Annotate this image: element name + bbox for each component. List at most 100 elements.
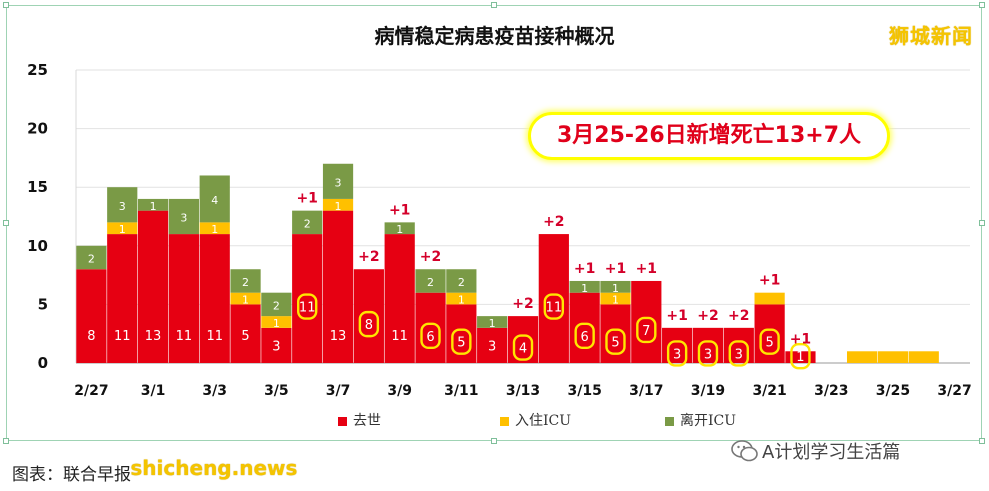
bar-icu-in — [846, 351, 878, 363]
bar-deaths — [322, 210, 354, 363]
bar-icu-out — [168, 198, 200, 235]
bar-value-label: 11 — [546, 301, 563, 316]
bar-annotation: +2 — [512, 296, 533, 312]
bar-icu-out — [384, 222, 415, 235]
bar-annotation: +1 — [389, 202, 410, 218]
bar-deaths — [199, 234, 230, 363]
bar-value-label: 3 — [272, 339, 280, 354]
resize-handle-bottom-right[interactable] — [979, 438, 985, 444]
circled-marker — [543, 293, 565, 320]
resize-handle-bottom[interactable] — [491, 438, 497, 444]
bar-deaths — [353, 269, 384, 363]
y-tick-label: 5 — [38, 295, 48, 313]
bar-icu-out — [76, 245, 107, 270]
bar-value-label: 3 — [119, 200, 126, 213]
death-callout: 3月25-26日新增死亡13+7人 — [528, 112, 890, 160]
bar-annotation: +1 — [666, 308, 687, 324]
bar-annotation: +2 — [728, 308, 749, 324]
bar-deaths — [230, 304, 261, 363]
x-tick-label: 3/13 — [506, 383, 540, 399]
resize-handle-top[interactable] — [491, 2, 497, 8]
x-tick-label: 3/3 — [202, 383, 227, 399]
resize-handle-right[interactable] — [979, 220, 985, 226]
bar-icu-in — [107, 222, 138, 235]
y-tick-label: 10 — [27, 237, 48, 255]
circled-marker — [297, 293, 318, 320]
bar-deaths — [415, 292, 446, 363]
bar-value-label: 7 — [642, 324, 650, 339]
bar-deaths — [477, 327, 508, 363]
legend-label-icu-in: 入住ICU — [515, 413, 572, 429]
x-tick-label: 3/5 — [264, 383, 289, 399]
bar-value-label: 3 — [488, 339, 496, 354]
chart-frame — [6, 5, 982, 441]
bar-icu-out — [415, 269, 446, 293]
bar-value-label: 13 — [330, 329, 347, 344]
circled-marker — [358, 310, 380, 338]
bar-annotation: +1 — [759, 273, 780, 289]
legend-swatch-icu-out — [665, 416, 674, 426]
x-tick-label: 2/27 — [74, 383, 108, 399]
bar-annotation: +1 — [296, 191, 317, 207]
legend-item-icu-in: 入住ICU — [500, 410, 571, 430]
x-tick-label: 3/19 — [691, 383, 725, 399]
bar-icu-out — [230, 269, 261, 293]
bar-value-label: 3 — [704, 347, 712, 362]
bar-annotation: +2 — [358, 249, 379, 265]
bar-icu-in — [322, 198, 354, 211]
legend-item-deaths: 去世 — [338, 410, 381, 430]
circled-marker — [636, 316, 657, 344]
resize-handle-left[interactable] — [3, 220, 9, 226]
x-tick-label: 3/15 — [567, 383, 601, 399]
bar-value-label: 6 — [426, 330, 434, 345]
bar-icu-out — [477, 316, 508, 328]
bar-value-label: 11 — [391, 329, 408, 344]
bar-icu-in — [877, 351, 909, 363]
bar-value-label: 11 — [176, 329, 193, 344]
circled-marker — [697, 340, 719, 367]
bar-icu-out — [322, 163, 354, 199]
y-tick-label: 25 — [27, 61, 48, 79]
bar-annotation: +1 — [790, 331, 811, 347]
bar-icu-in — [261, 316, 292, 328]
circled-marker — [728, 340, 749, 367]
resize-handle-top-right[interactable] — [979, 2, 985, 8]
y-tick-label: 20 — [27, 120, 48, 138]
resize-handle-bottom-left[interactable] — [3, 438, 9, 444]
bar-icu-out — [107, 187, 138, 223]
bar-value-label: 11 — [299, 301, 316, 316]
bar-icu-in — [754, 292, 785, 305]
account-name: A计划学习生活篇 — [762, 442, 901, 463]
bar-icu-out — [569, 280, 600, 293]
legend-swatch-icu-in — [500, 416, 509, 426]
source-caption-area: 图表：联合早报 shicheng.news — [12, 456, 303, 485]
bar-icu-out — [199, 175, 230, 223]
resize-handle-top-left[interactable] — [3, 2, 9, 8]
bar-deaths — [107, 234, 138, 363]
x-tick-label: 3/25 — [876, 383, 910, 399]
bar-annotation: +1 — [636, 261, 657, 277]
x-tick-label: 3/17 — [629, 383, 663, 399]
bar-value-label: 4 — [519, 342, 527, 357]
bar-annotation: +2 — [697, 308, 718, 324]
bar-value-label: 8 — [365, 318, 373, 333]
legend-label-deaths: 去世 — [353, 413, 381, 429]
bar-icu-out — [446, 269, 477, 293]
legend-item-icu-out: 离开ICU — [665, 410, 736, 430]
bar-annotation: +1 — [605, 261, 626, 277]
circled-marker — [451, 328, 472, 355]
bar-icu-out — [600, 280, 631, 293]
x-tick-label: 3/21 — [752, 383, 786, 399]
bar-deaths — [507, 316, 539, 363]
bar-deaths — [76, 269, 107, 363]
bar-value-label: 2 — [242, 276, 249, 289]
bar-value-label: 6 — [581, 330, 589, 345]
bar-value-label: 1 — [211, 223, 218, 236]
bar-deaths — [168, 234, 200, 363]
bar-annotation: +2 — [420, 249, 441, 265]
bar-annotation: +2 — [543, 214, 564, 230]
bar-value-label: 2 — [88, 253, 95, 266]
bar-value-label: 5 — [457, 336, 465, 351]
circled-marker — [574, 322, 595, 350]
bar-icu-in — [908, 351, 939, 363]
